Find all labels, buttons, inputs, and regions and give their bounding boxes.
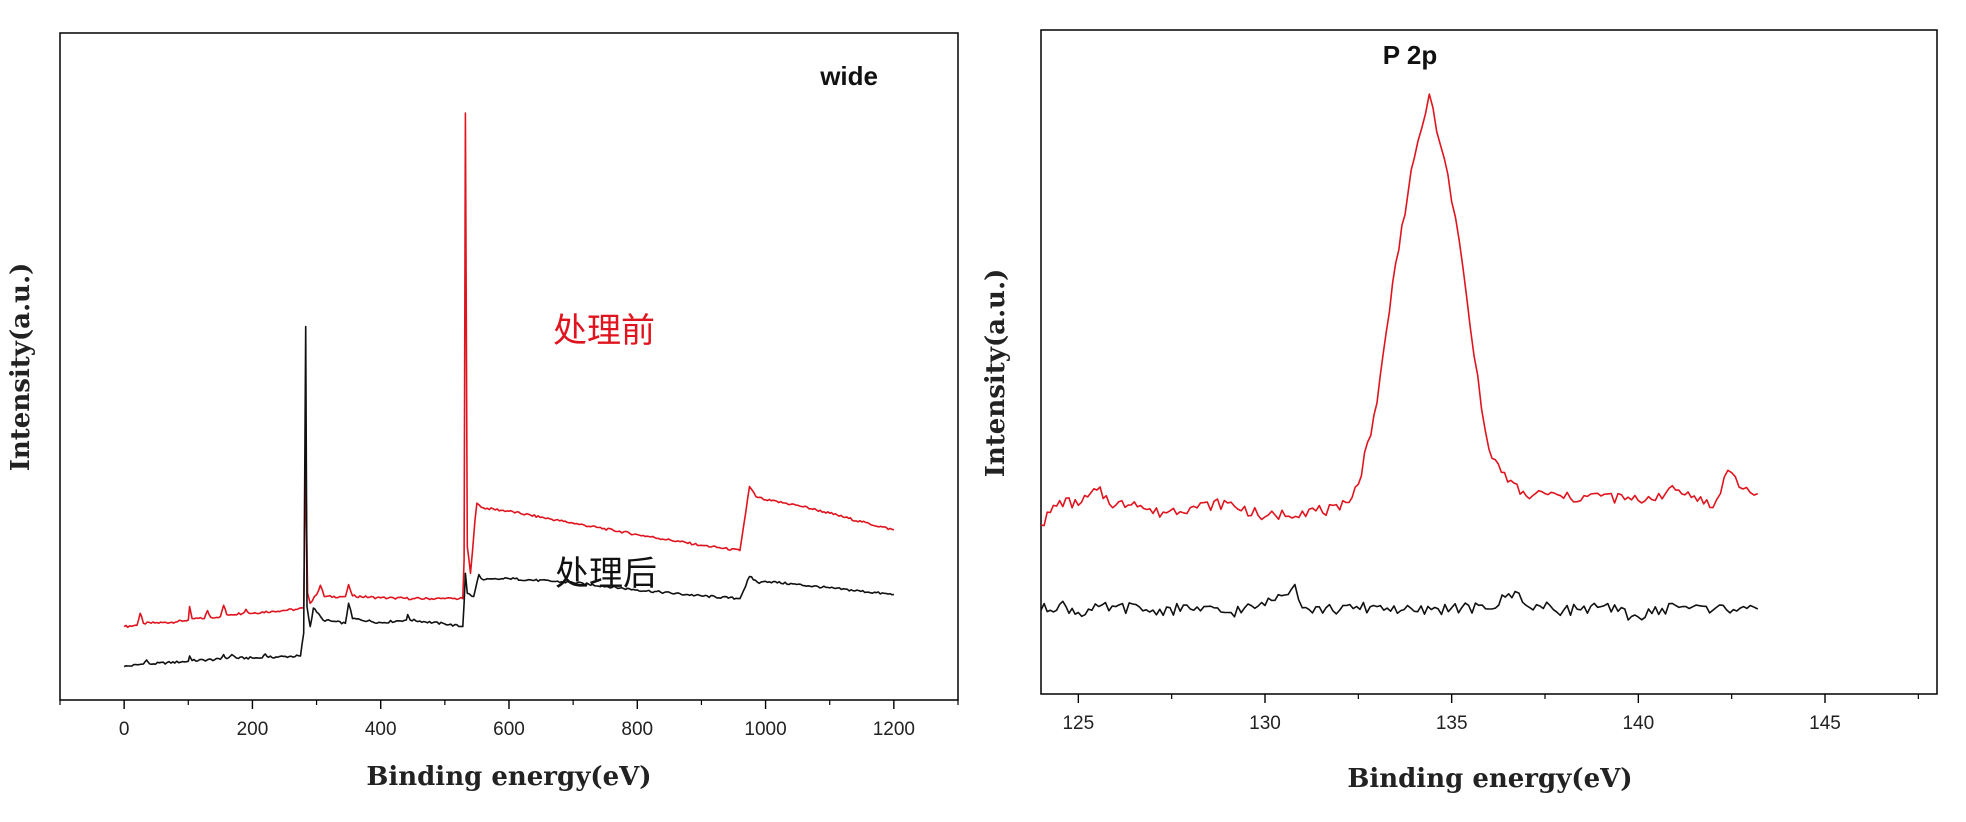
x-axis-title: Binding energy(eV) [366, 762, 651, 792]
x-tick-label: 0 [119, 719, 130, 740]
x-axis-ticks: 125 130 135 140 145 [1062, 694, 1919, 734]
series-line-after [123, 325, 894, 668]
series-line-after [1040, 583, 1759, 621]
series-line-before [1040, 93, 1759, 527]
x-tick-label: 1000 [744, 719, 786, 740]
x-tick-label: 135 [1436, 713, 1468, 734]
series-layer [123, 112, 895, 668]
x-tick-label: 140 [1622, 713, 1654, 734]
panel-label: wide [819, 61, 878, 91]
panel-p2p: 125 130 135 140 145 P 2p Binding energy(eV) … [981, 29, 1938, 794]
series-line-before [123, 112, 895, 629]
series-layer [1040, 93, 1759, 621]
y-axis-title: Intensity(a.u.) [981, 269, 1011, 478]
x-axis-ticks: 0 200 400 600 800 1000 1200 [59, 700, 959, 740]
x-tick-label: 600 [493, 719, 525, 740]
x-axis-title: Binding energy(eV) [1347, 764, 1632, 794]
x-tick-label: 400 [365, 719, 397, 740]
y-axis-title: Intensity(a.u.) [6, 263, 36, 472]
after-treatment-label: 处理后 [555, 554, 657, 594]
plot-frame [1040, 29, 1938, 695]
x-tick-label: 130 [1249, 713, 1281, 734]
x-tick-label: 200 [237, 719, 269, 740]
panel-wide: 0 200 400 600 800 1000 1200 wide 处理前 处理后 Bindi… [6, 32, 959, 792]
panel-label: P 2p [1383, 40, 1437, 70]
x-tick-label: 1200 [873, 719, 915, 740]
x-tick-label: 145 [1809, 713, 1841, 734]
x-tick-label: 125 [1062, 713, 1094, 734]
x-tick-label: 800 [621, 719, 653, 740]
before-treatment-label: 处理前 [553, 311, 655, 351]
